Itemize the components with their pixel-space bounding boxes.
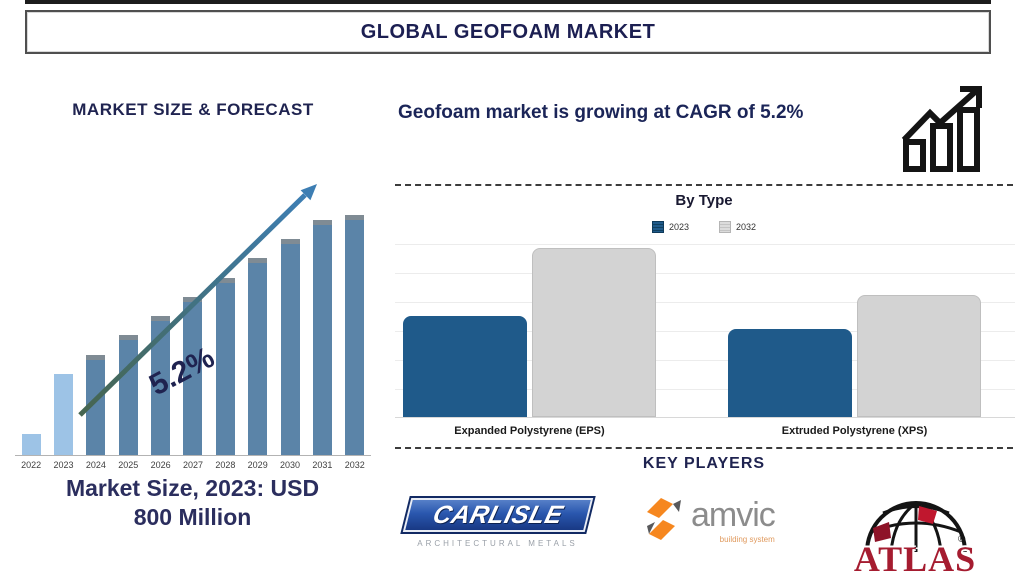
legend-swatch-2032-icon xyxy=(719,221,731,233)
market-size-forecast-chart: 2022 2023 2024 2025 2026 2027 2028 2029 2030 2031… xyxy=(15,128,371,474)
amvic-logo-subtext: building system xyxy=(719,535,775,544)
by-type-chart-plot xyxy=(395,244,1015,418)
legend-label-2032: 2032 xyxy=(736,222,757,232)
type-bar-2023-xps xyxy=(728,329,852,417)
market-size-bar-2031 xyxy=(312,220,332,456)
year-label: 2032 xyxy=(344,460,365,470)
title-banner: GLOBAL GEOFOAM MARKET xyxy=(25,10,991,54)
year-label: 2027 xyxy=(182,460,203,470)
year-label: 2031 xyxy=(312,460,333,470)
left-chart-column: 2025 xyxy=(112,128,144,474)
market-size-caption: Market Size, 2023: USD 800 Million xyxy=(10,474,375,532)
left-chart-column: 2027 xyxy=(177,128,209,474)
category-label: Extruded Polystyrene (XPS) xyxy=(781,425,928,437)
year-label: 2023 xyxy=(53,460,74,470)
by-type-category-labels: Expanded Polystyrene (EPS) Extruded Polys… xyxy=(395,425,1015,441)
market-size-caption-line2: 800 Million xyxy=(133,503,252,530)
left-chart-column: 2023 xyxy=(47,128,79,474)
growth-chart-icon xyxy=(901,86,982,172)
key-players-heading: KEY PLAYERS xyxy=(642,455,766,472)
market-size-bar-2032 xyxy=(345,215,365,456)
type-bar-2023-eps xyxy=(403,316,527,417)
type-bar-2032-eps xyxy=(532,248,656,417)
atlas-logo: ® ATLAS xyxy=(840,480,990,576)
year-label: 2028 xyxy=(215,460,236,470)
market-size-bar-2024 xyxy=(86,355,106,456)
atlas-globe-icon: ® xyxy=(864,501,967,553)
category-label: Expanded Polystyrene (EPS) xyxy=(454,425,605,437)
atlas-logo-text: ATLAS xyxy=(853,539,977,576)
legend-item-2023: 2023 xyxy=(651,221,689,233)
type-bar-2032-xps xyxy=(857,295,981,417)
market-size-bar-2030 xyxy=(280,239,300,456)
atlas-registered-mark: ® xyxy=(958,534,966,545)
legend-label-2023: 2023 xyxy=(668,222,689,232)
market-size-bar-2022 xyxy=(21,434,41,456)
year-label: 2030 xyxy=(280,460,301,470)
left-chart-column: 2032 xyxy=(339,128,371,474)
x-axis-line xyxy=(15,455,371,456)
year-label: 2024 xyxy=(85,460,106,470)
carlisle-logo-subtext: ARCHITECTURAL METALS xyxy=(417,539,578,548)
type-chart-legend: 2023 2032 xyxy=(395,221,1013,233)
year-label: 2029 xyxy=(247,460,268,470)
amvic-logo: amvic building system xyxy=(645,496,776,544)
bar-columns: 2022 2023 2024 2025 2026 2027 2028 2029 2030 2031… xyxy=(15,128,371,474)
cagr-headline: Geofoam market is growing at CAGR of 5.2… xyxy=(398,102,804,123)
left-chart-column: 2022 xyxy=(15,128,47,474)
amvic-logo-text: amvic xyxy=(691,496,776,534)
by-type-heading: By Type xyxy=(675,192,733,209)
top-border xyxy=(25,0,991,4)
left-chart-column: 2024 xyxy=(80,128,112,474)
left-chart-column: 2030 xyxy=(274,128,306,474)
market-size-forecast-heading: MARKET SIZE & FORECAST xyxy=(72,100,314,119)
carlisle-logo-text: CARLISLE xyxy=(429,500,566,529)
market-size-caption-line1: Market Size, 2023: USD xyxy=(65,475,320,501)
market-size-bar-2025 xyxy=(118,335,138,456)
amvic-logo-icon xyxy=(647,498,681,540)
carlisle-logo-plate: CARLISLE xyxy=(399,496,596,534)
legend-item-2032: 2032 xyxy=(719,221,756,233)
dashed-divider-bottom xyxy=(395,447,1013,449)
left-chart-column: 2026 xyxy=(144,128,176,474)
left-chart-column: 2029 xyxy=(242,128,274,474)
year-label: 2022 xyxy=(21,460,42,470)
market-size-bar-2029 xyxy=(248,258,268,456)
year-label: 2026 xyxy=(150,460,171,470)
year-label: 2025 xyxy=(118,460,139,470)
left-chart-column: 2028 xyxy=(209,128,241,474)
left-chart-column: 2031 xyxy=(306,128,338,474)
market-size-bar-2023 xyxy=(54,374,74,456)
legend-swatch-2023-icon xyxy=(651,221,664,233)
dashed-divider-top xyxy=(395,184,1013,186)
page-title: GLOBAL GEOFOAM MARKET xyxy=(360,20,656,43)
carlisle-logo: CARLISLE ARCHITECTURAL METALS xyxy=(399,496,596,548)
